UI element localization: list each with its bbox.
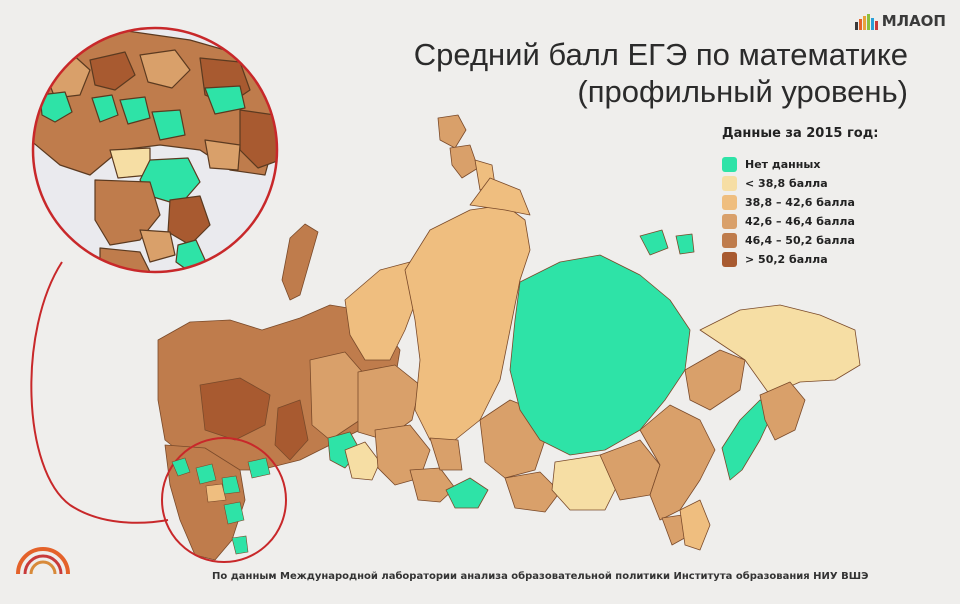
region-magadan [684, 349, 746, 411]
legend-swatch [722, 157, 737, 172]
title-line-1: Средний балл ЕГЭ по математике [413, 37, 908, 72]
legend-item: > 50,2 балла [722, 250, 878, 269]
legend-label: 38,8 – 42,6 балла [745, 196, 855, 209]
region-chukotka-islands [437, 114, 467, 149]
zoom-inset [31, 26, 279, 274]
legend-label: < 38,8 балла [745, 177, 828, 190]
brand-bars-icon [854, 14, 878, 30]
region-arctic-island-2 [449, 144, 479, 179]
legend: Данные за 2015 год: Нет данных < 38,8 ба… [722, 126, 878, 269]
region-khabarovsk [639, 404, 716, 521]
map-title: Средний балл ЕГЭ по математике (профильн… [414, 36, 908, 110]
legend-item: < 38,8 балла [722, 174, 878, 193]
zoom-region-marker [161, 437, 287, 563]
region-yamalo-nenets [344, 261, 421, 361]
badge-emblem-icon [16, 547, 70, 575]
region-khakassia [429, 437, 463, 471]
legend-swatch [722, 252, 737, 267]
region-chukotka [699, 304, 861, 396]
region-wrangel [639, 229, 669, 256]
brand-name: МЛАОП [881, 12, 946, 30]
legend-swatch [722, 214, 737, 229]
legend-label: 42,6 – 46,4 балла [745, 215, 855, 228]
legend-title: Данные за 2015 год: [722, 126, 879, 141]
region-omsk [344, 441, 381, 481]
legend-item: Нет данных [722, 155, 878, 174]
legend-label: 46,4 – 50,2 балла [745, 234, 855, 247]
region-tuva [445, 477, 489, 509]
zoom-connector-line [30, 261, 169, 524]
region-buryatia [504, 471, 561, 513]
legend-swatch [722, 195, 737, 210]
map-regions [157, 114, 861, 561]
legend-item: 38,8 – 42,6 балла [722, 193, 878, 212]
legend-item: 42,6 – 46,4 балла [722, 212, 878, 231]
title-line-2: (профильный уровень) [577, 74, 908, 109]
region-yakutia [509, 254, 691, 456]
legend-item: 46,4 – 50,2 балла [722, 231, 878, 250]
legend-label: > 50,2 балла [745, 253, 828, 266]
legend-swatch [722, 176, 737, 191]
region-khanty-mansi [357, 364, 421, 441]
legend-swatch [722, 233, 737, 248]
region-primorye [679, 499, 711, 551]
legend-label: Нет данных [745, 158, 821, 171]
region-northwest-arm [281, 223, 319, 301]
region-novosibirsk-isl [675, 233, 695, 255]
region-kamchatka [759, 381, 806, 441]
brand-logo: МЛАОП [854, 12, 946, 30]
region-altai [409, 467, 456, 503]
region-taimyr-top [469, 177, 531, 216]
region-volga [274, 399, 309, 461]
source-footnote: По данным Международной лаборатории анал… [212, 571, 869, 582]
region-central-belt [199, 377, 271, 441]
central-regions-small [171, 457, 271, 555]
